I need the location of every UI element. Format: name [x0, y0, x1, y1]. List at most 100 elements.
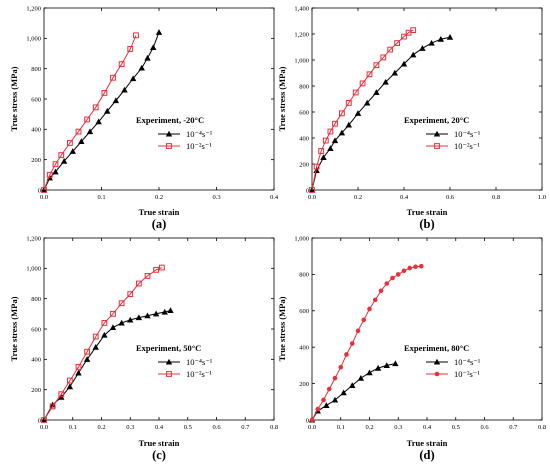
data-point	[345, 100, 352, 106]
data-point	[104, 107, 111, 114]
x-tick-label: 0.2	[155, 194, 163, 201]
legend-entry-label: 10⁻²s⁻¹	[186, 369, 212, 379]
data-point	[52, 161, 59, 168]
data-point	[155, 29, 163, 35]
series-slow-rate	[40, 29, 163, 193]
legend-marker	[433, 358, 441, 365]
data-point	[326, 386, 332, 392]
plot-frame	[43, 7, 275, 191]
data-point	[390, 275, 395, 281]
y-tick-label: 0	[306, 187, 309, 194]
data-point	[144, 54, 151, 61]
x-tick-label: 0.0	[40, 194, 48, 201]
y-tick-label: 600	[31, 326, 41, 333]
series-fast-rate	[41, 32, 139, 193]
data-point	[313, 163, 320, 170]
legend: Experiment, 20°C 10⁻⁴s⁻¹ 10⁻²s⁻¹	[404, 115, 481, 151]
x-axis-label: True strain	[407, 438, 448, 448]
data-point	[327, 145, 334, 151]
chart-panel-d: 0.0 0.1 0.2 0.3 0.4 0.5 0.6 0.7 0.8 0 200 400 600 800…	[277, 235, 546, 462]
data-point	[354, 110, 362, 116]
y-tick-label: 400	[299, 345, 309, 352]
y-tick-label: 0	[306, 417, 309, 424]
data-point	[410, 51, 417, 58]
data-point	[158, 264, 165, 271]
data-point	[60, 157, 68, 164]
data-point	[349, 341, 355, 346]
data-point	[355, 328, 361, 334]
data-point	[144, 312, 151, 319]
y-axis-label: True stress (MPa)	[9, 66, 19, 131]
data-point	[135, 280, 142, 287]
data-point	[86, 128, 94, 135]
series-line	[43, 32, 160, 191]
y-tick-label: 800	[31, 66, 41, 73]
y-tick-label: 1,200	[294, 31, 309, 38]
x-tick-label: 0.2	[354, 194, 362, 201]
panel-label: (a)	[152, 217, 167, 231]
y-tick-label: 800	[299, 272, 309, 279]
data-point	[392, 360, 399, 367]
data-point	[152, 310, 160, 317]
data-point	[309, 187, 315, 193]
series-fast-rate	[309, 27, 417, 193]
data-point	[340, 389, 347, 396]
x-axis-label: True strain	[139, 207, 180, 217]
data-point	[413, 264, 418, 270]
legend-marker	[434, 143, 440, 149]
data-point	[144, 273, 151, 279]
legend-entry-label: 10⁻²s⁻¹	[454, 141, 480, 151]
series-slow-rate	[308, 360, 399, 423]
data-point	[367, 306, 372, 312]
x-tick-label: 0.7	[241, 424, 250, 431]
legend-entry-label: 10⁻⁴s⁻¹	[454, 129, 481, 139]
data-point	[384, 281, 390, 286]
series-line	[311, 29, 414, 191]
data-point	[428, 39, 435, 46]
y-tick-label: 200	[299, 381, 309, 388]
data-point	[345, 121, 352, 128]
x-tick-label: 0.3	[394, 424, 402, 431]
x-tick-label: 0.2	[97, 424, 105, 431]
x-tick-label: 0.5	[452, 424, 460, 431]
x-tick-label: 0.4	[270, 194, 279, 201]
chart-panel-c: 0.0 0.1 0.2 0.3 0.4 0.5 0.6 0.7 0.8 0 200 400 600 800…	[9, 235, 278, 462]
x-tick-label: 0.6	[212, 424, 221, 431]
legend-title: Experiment, 20°C	[404, 115, 469, 125]
data-point	[78, 138, 85, 145]
data-point	[92, 333, 99, 340]
series-line	[43, 310, 171, 421]
data-point	[58, 391, 65, 398]
data-point	[332, 120, 338, 127]
legend-title: Experiment, 50°C	[136, 343, 201, 353]
data-point	[92, 344, 99, 350]
data-point	[357, 374, 365, 381]
y-tick-label: 1,400	[294, 5, 309, 12]
y-axis-label: True stress (MPa)	[277, 66, 287, 131]
data-point	[66, 377, 73, 384]
data-point	[127, 46, 134, 52]
series-line	[43, 35, 137, 191]
panel-label: (b)	[419, 217, 434, 231]
x-tick-label: 0.0	[308, 194, 316, 201]
x-tick-label: 0.0	[40, 424, 48, 431]
x-tick-label: 0.6	[446, 194, 455, 201]
data-point	[418, 263, 424, 269]
data-point	[407, 265, 413, 271]
data-point	[112, 97, 120, 104]
y-tick-label: 1,000	[26, 36, 41, 43]
y-tick-label: 1,000	[294, 235, 309, 242]
data-point	[41, 417, 47, 423]
y-tick-label: 600	[299, 109, 309, 116]
legend-title: Experiment, -20°C	[136, 115, 204, 125]
panel-label: (c)	[152, 448, 166, 462]
legend-marker	[166, 371, 172, 377]
legend-entry-label: 10⁻⁴s⁻¹	[186, 357, 213, 367]
legend-marker	[165, 358, 173, 365]
series-line	[311, 363, 396, 421]
data-point	[309, 417, 315, 423]
data-point	[138, 64, 145, 71]
x-axis-label: True strain	[407, 207, 448, 217]
x-tick-label: 0.7	[509, 424, 518, 431]
